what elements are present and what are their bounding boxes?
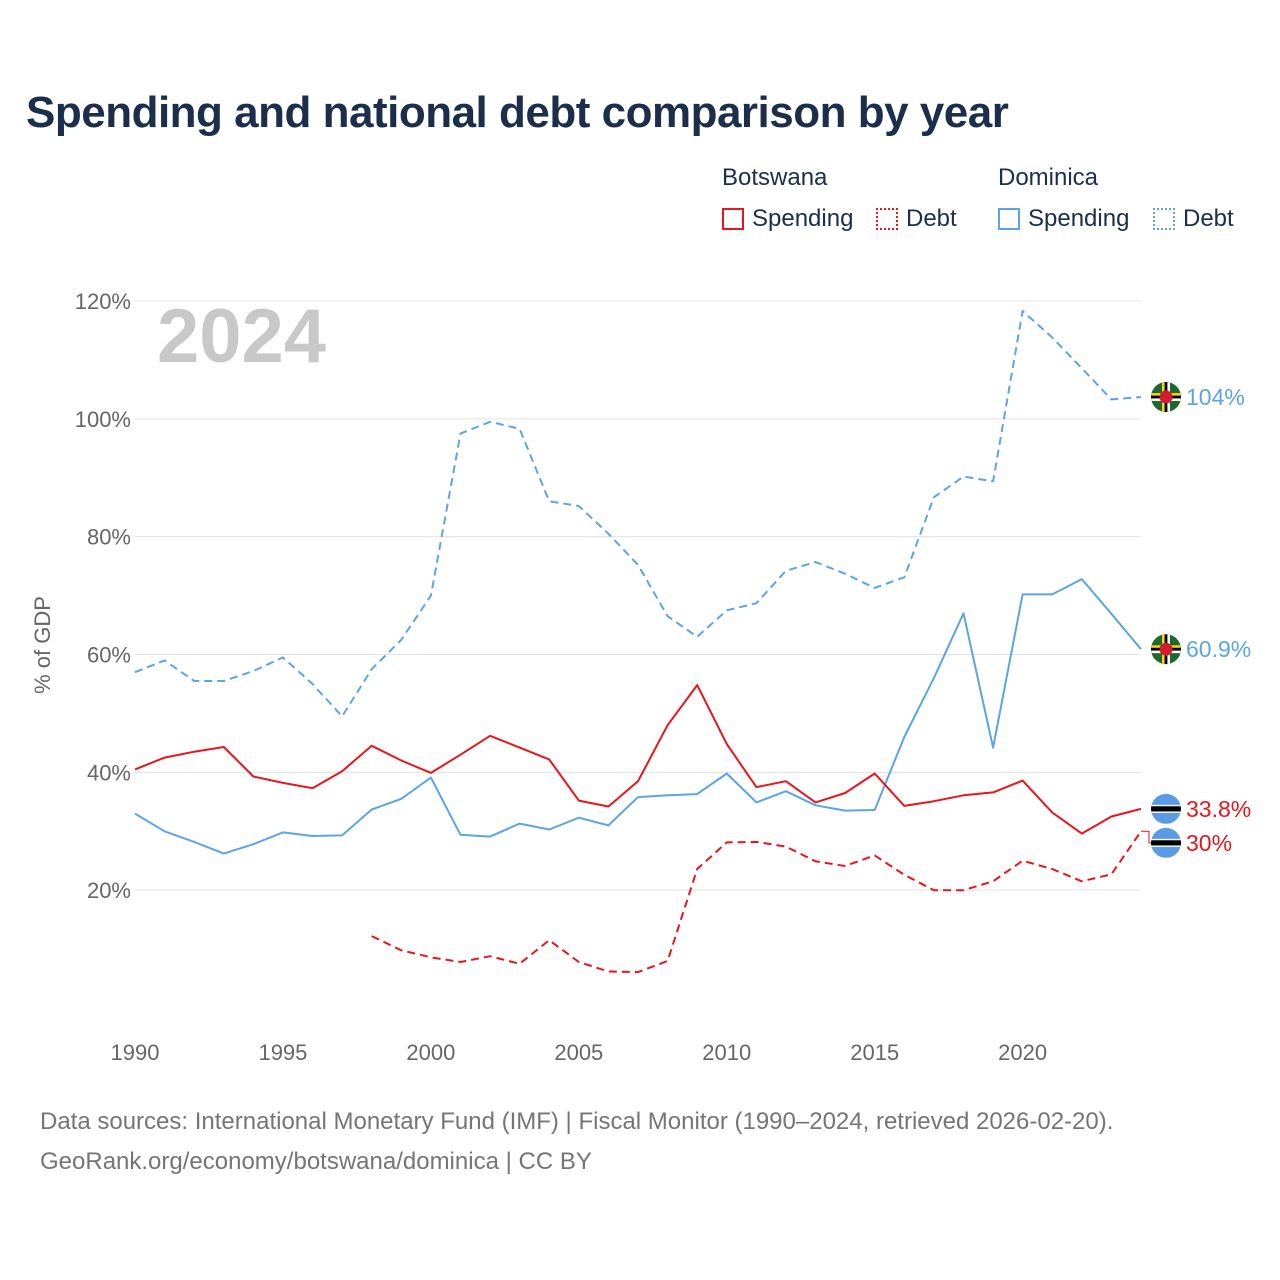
source-url: GeoRank.org/economy/botswana/dominica | …: [40, 1148, 592, 1175]
x-tick-label: 2010: [702, 1040, 751, 1065]
dominica-flag-icon: [1151, 634, 1181, 664]
x-tick-label: 2005: [554, 1040, 603, 1065]
x-tick-label: 1990: [111, 1040, 160, 1065]
y-tick-label: 80%: [87, 525, 131, 550]
botswana-flag-icon: [1151, 794, 1181, 824]
end-value-label: 60.9%: [1186, 636, 1251, 662]
legend-swatch-dotted: [1153, 208, 1175, 230]
series-lines: [134, 310, 1142, 974]
legend-group-dominica: Dominica: [998, 164, 1099, 191]
year-watermark: 2024: [157, 294, 326, 379]
legend-item-dominica-spending[interactable]: Spending: [998, 205, 1129, 233]
botswana-flag-icon: [1151, 828, 1181, 858]
end-value-label: 104%: [1186, 384, 1245, 410]
legend-swatch-dotted: [876, 208, 898, 230]
y-tick-label: 40%: [87, 760, 131, 785]
series-line-botswana-debt[interactable]: [371, 830, 1142, 974]
series-line-dominica-spending[interactable]: [134, 578, 1142, 855]
y-tick-label: 100%: [75, 407, 131, 432]
x-tick-label: 1995: [258, 1040, 307, 1065]
legend-label: Spending: [752, 205, 854, 232]
legend-group-botswana: Botswana: [722, 164, 828, 191]
legend-label: Debt: [906, 205, 957, 232]
x-tick-label: 2020: [998, 1040, 1047, 1065]
legend-item-botswana-spending[interactable]: Spending: [722, 205, 853, 233]
chart-title: Spending and national debt comparison by…: [26, 88, 1009, 137]
legend-item-dominica-debt[interactable]: Debt: [1153, 205, 1234, 233]
legend-swatch-solid: [998, 208, 1020, 230]
legend-item-botswana-debt[interactable]: Debt: [876, 205, 957, 233]
series-line-botswana-spending[interactable]: [134, 684, 1142, 835]
x-axis: 1990 1995 2000 2005 2010 2015 2020: [111, 1040, 1048, 1065]
legend-label: Debt: [1183, 205, 1234, 232]
end-markers: 104% 60.9% 33.8% 30%: [1141, 382, 1251, 858]
y-tick-label: 60%: [87, 643, 131, 668]
y-tick-label: 120%: [75, 289, 131, 314]
x-tick-label: 2000: [406, 1040, 455, 1065]
y-axis: 20% 40% 60% 80% 100% 120%: [75, 289, 131, 903]
y-tick-label: 20%: [87, 878, 131, 903]
legend-swatch-solid: [722, 208, 744, 230]
series-line-dominica-debt[interactable]: [134, 310, 1142, 718]
end-value-label: 30%: [1186, 830, 1232, 856]
grid-lines: [135, 300, 1141, 891]
y-axis-label: % of GDP: [30, 596, 55, 694]
source-note: Data sources: International Monetary Fun…: [40, 1108, 1114, 1135]
x-tick-label: 2015: [850, 1040, 899, 1065]
dominica-flag-icon: [1151, 382, 1181, 412]
end-value-label: 33.8%: [1186, 796, 1251, 822]
legend-label: Spending: [1028, 205, 1130, 232]
